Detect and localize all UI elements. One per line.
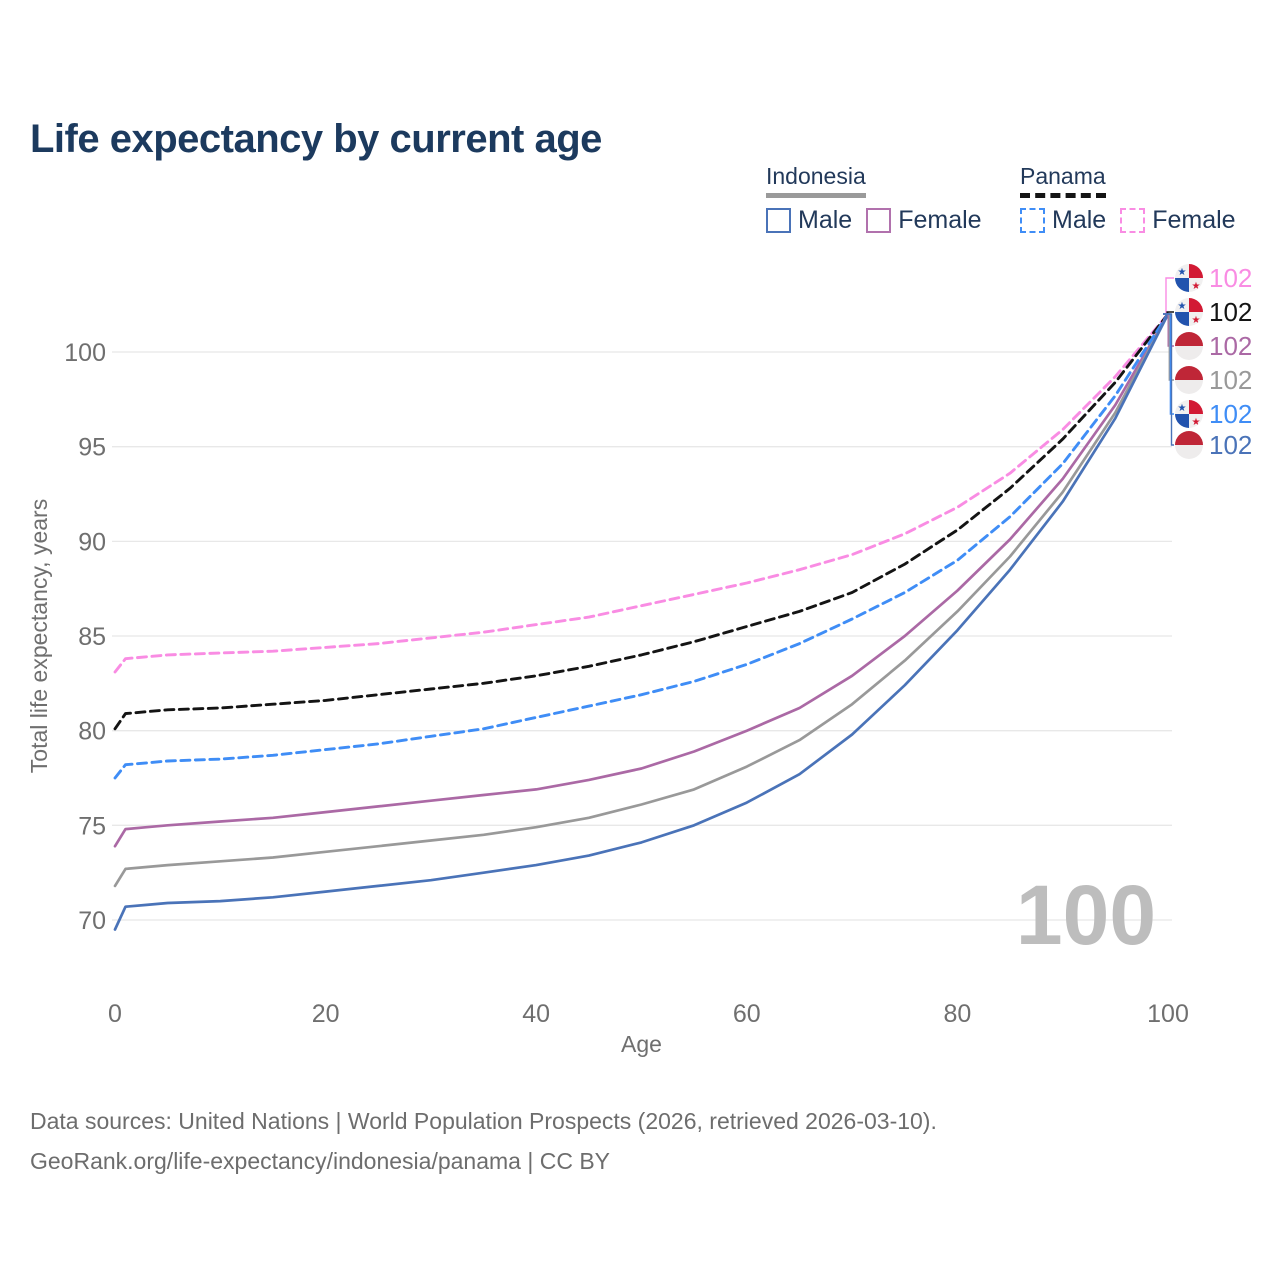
y-tick-75: 75 (78, 812, 106, 840)
line-panama-female[interactable] (113, 312, 1170, 674)
panama-flag-icon: ★★ (1175, 264, 1203, 292)
y-axis-title: Total life expectancy, years (26, 499, 52, 773)
end-value-indonesia-male: 102 (1209, 430, 1252, 460)
indonesia-flag-icon (1175, 366, 1203, 394)
svg-text:★: ★ (1178, 267, 1187, 278)
line-panama[interactable] (113, 312, 1170, 731)
current-age-indicator: 100 (1016, 868, 1156, 962)
x-tick-100: 100 (1147, 1000, 1189, 1028)
legend-swatch-icon (1120, 208, 1146, 233)
legend-country-indonesia[interactable]: Indonesia (766, 163, 866, 198)
legend-item-panama-female[interactable]: Female (1120, 206, 1236, 235)
legend-item-panama-male[interactable]: Male (1020, 206, 1106, 235)
legend-item-indonesia-male[interactable]: Male (766, 206, 852, 235)
line-indonesia[interactable] (113, 312, 1170, 888)
indonesia-flag-icon (1175, 332, 1203, 360)
y-tick-80: 80 (78, 718, 106, 746)
panama-flag-icon: ★★ (1175, 298, 1203, 326)
footer-data-sources: Data sources: United Nations | World Pop… (30, 1108, 937, 1134)
line-indonesia-male[interactable] (113, 312, 1170, 931)
legend-group-indonesia: Indonesia Male Female (766, 163, 996, 235)
footer-attribution: GeoRank.org/life-expectancy/indonesia/pa… (30, 1148, 611, 1174)
end-value-panama-female: 102 (1209, 263, 1252, 293)
end-connector-panama-female (1163, 277, 1174, 315)
legend-group-panama: Panama Male Female (1020, 163, 1250, 235)
legend-item-label: Female (1152, 206, 1236, 234)
y-tick-100: 100 (64, 339, 106, 367)
panama-flag-icon: ★★ (1175, 400, 1203, 428)
end-connector-indonesia-male (1163, 313, 1174, 446)
x-tick-80: 80 (943, 1000, 971, 1028)
legend-swatch-icon (1020, 208, 1045, 233)
end-value-panama: 102 (1209, 297, 1252, 327)
legend-item-indonesia-female[interactable]: Female (866, 206, 982, 235)
legend-swatch-icon (866, 208, 892, 233)
legend-item-label: Female (898, 206, 982, 234)
svg-text:★: ★ (1178, 301, 1187, 312)
end-value-indonesia: 102 (1209, 365, 1252, 395)
legend-swatch-icon (766, 208, 791, 233)
x-tick-0: 0 (108, 1000, 122, 1028)
indonesia-flag-icon (1175, 431, 1203, 459)
y-tick-90: 90 (78, 528, 106, 556)
x-tick-60: 60 (733, 1000, 761, 1028)
legend-item-label: Male (798, 206, 853, 234)
x-axis-title: Age (621, 1031, 662, 1057)
y-tick-70: 70 (78, 907, 106, 935)
line-indonesia-female[interactable] (113, 312, 1170, 848)
svg-text:★: ★ (1192, 315, 1201, 326)
legend-country-panama[interactable]: Panama (1020, 163, 1106, 198)
end-value-indonesia-female: 102 (1209, 331, 1252, 361)
x-tick-40: 40 (522, 1000, 550, 1028)
svg-text:★: ★ (1192, 417, 1201, 428)
svg-text:★: ★ (1192, 281, 1201, 292)
legend-item-label: Male (1052, 206, 1107, 234)
line-panama-male[interactable] (113, 312, 1170, 780)
y-tick-85: 85 (78, 623, 106, 651)
y-tick-95: 95 (78, 434, 106, 462)
end-value-panama-male: 102 (1209, 399, 1252, 429)
page-title: Life expectancy by current age (30, 116, 602, 161)
svg-text:★: ★ (1178, 403, 1187, 414)
x-tick-20: 20 (312, 1000, 340, 1028)
